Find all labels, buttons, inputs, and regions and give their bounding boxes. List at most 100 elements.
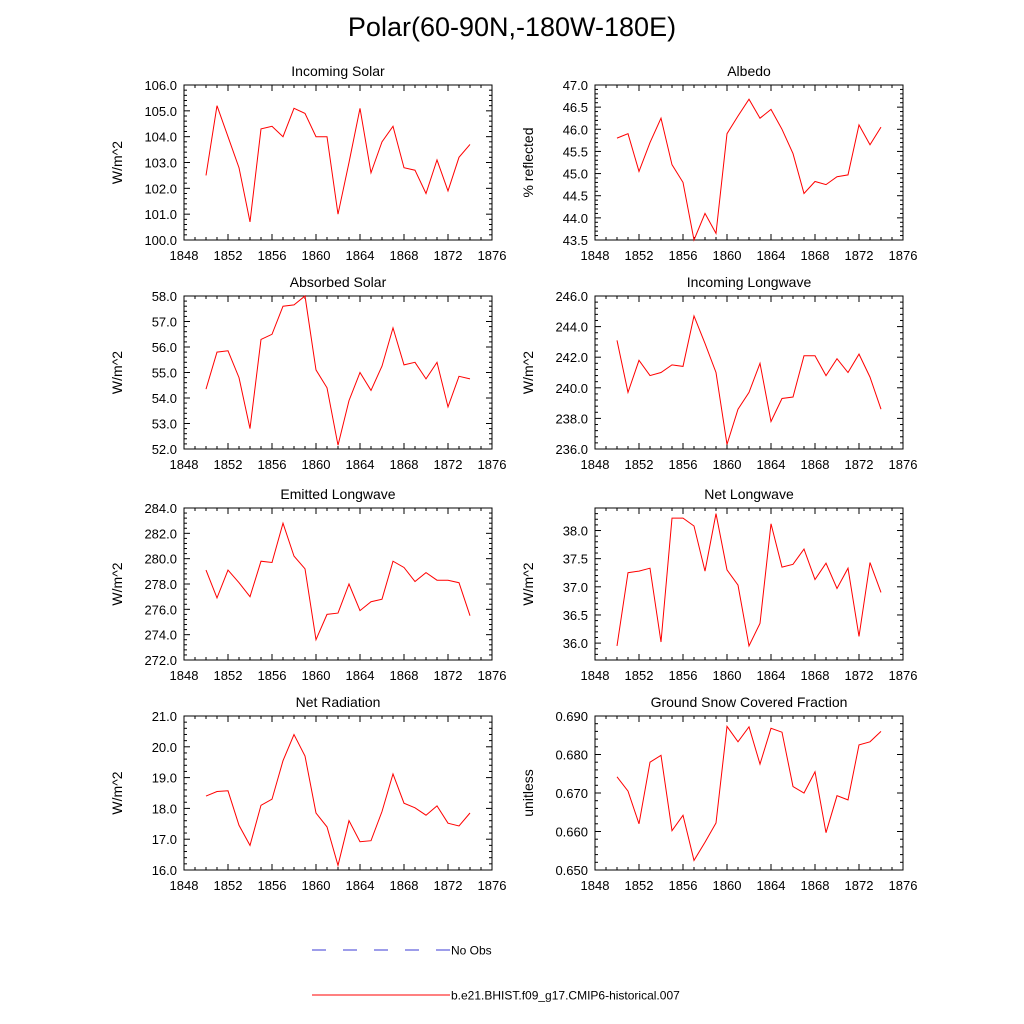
x-tick-label: 1872: [845, 878, 874, 893]
panel-3: 1848 1852 1856 1860 1864 1868 1872 1876 52.0 53.0…: [109, 274, 506, 472]
legend-model-label: b.e21.BHIST.f09_g17.CMIP6-historical.007: [451, 989, 680, 1003]
x-tick-label: 1852: [625, 668, 654, 683]
x-tick-label: 1856: [258, 878, 287, 893]
y-tick-label: 47.0: [563, 78, 588, 93]
series-line: [205, 521, 471, 642]
y-tick-label: 105.0: [144, 104, 177, 119]
y-axis-label: W/m^2: [109, 141, 125, 184]
panel-2: 1848 1852 1856 1860 1864 1868 1872 1876 43.5 44.0…: [520, 63, 917, 263]
x-tick-label: 1876: [478, 878, 507, 893]
x-tick-label: 1856: [669, 668, 698, 683]
y-axis-label: W/m^2: [109, 562, 125, 605]
y-tick-label: 54.0: [152, 391, 177, 406]
x-tick-label: 1852: [214, 457, 243, 472]
panel-title: Incoming Solar: [291, 63, 385, 79]
y-tick-label: 37.5: [563, 552, 588, 567]
x-tick-label: 1876: [478, 248, 507, 263]
y-tick-label: 101.0: [144, 207, 177, 222]
x-tick-label: 1852: [625, 248, 654, 263]
figure-title: Polar(60-90N,-180W-180E): [347, 12, 677, 42]
y-tick-label: 16.0: [152, 863, 177, 878]
x-tick-label: 1852: [625, 457, 654, 472]
x-tick-label: 1864: [346, 457, 375, 472]
series-line: [616, 513, 882, 648]
y-tick-label: 43.5: [563, 233, 588, 248]
x-tick-label: 1852: [625, 878, 654, 893]
x-tick-label: 1876: [478, 668, 507, 683]
x-tick-label: 1848: [581, 457, 610, 472]
y-tick-label: 58.0: [152, 289, 177, 304]
panel-title: Ground Snow Covered Fraction: [651, 694, 848, 710]
x-tick-label: 1872: [845, 457, 874, 472]
panel-6: 1848 1852 1856 1860 1864 1868 1872 1876 36.0 36.5…: [520, 486, 917, 683]
x-tick-label: 1848: [581, 878, 610, 893]
x-tick-label: 1856: [258, 248, 287, 263]
y-tick-label: 276.0: [144, 602, 177, 617]
x-tick-label: 1876: [889, 878, 918, 893]
y-tick-label: 0.690: [555, 709, 588, 724]
y-tick-label: 36.0: [563, 636, 588, 651]
x-tick-label: 1868: [390, 878, 419, 893]
x-tick-label: 1848: [170, 878, 199, 893]
series-line: [616, 725, 882, 862]
y-tick-label: 106.0: [144, 78, 177, 93]
series-line: [205, 105, 471, 222]
y-axis-label: W/m^2: [520, 351, 536, 394]
x-tick-label: 1856: [258, 668, 287, 683]
y-tick-label: 104.0: [144, 130, 177, 145]
panel-1: 1848 1852 1856 1860 1864 1868 1872 1876 100.0 101…: [109, 63, 506, 263]
x-tick-label: 1872: [845, 248, 874, 263]
y-axis-label: W/m^2: [109, 771, 125, 814]
x-tick-label: 1860: [713, 878, 742, 893]
panel-8: 1848 1852 1856 1860 1864 1868 1872 1876 0.650 0.6…: [520, 694, 917, 893]
panel-title: Net Longwave: [704, 486, 794, 502]
plot-frame: [183, 84, 493, 241]
x-tick-label: 1860: [302, 248, 331, 263]
y-tick-label: 242.0: [555, 350, 588, 365]
series-line: [616, 98, 882, 242]
x-tick-label: 1864: [346, 248, 375, 263]
x-tick-label: 1860: [302, 457, 331, 472]
x-tick-label: 1876: [889, 668, 918, 683]
x-tick-label: 1848: [170, 668, 199, 683]
y-tick-label: 100.0: [144, 233, 177, 248]
x-tick-label: 1864: [757, 457, 786, 472]
x-tick-label: 1876: [889, 457, 918, 472]
y-axis-label: W/m^2: [520, 562, 536, 605]
panel-5: 1848 1852 1856 1860 1864 1868 1872 1876 272.0 274…: [109, 486, 506, 683]
plot-frame: [183, 507, 493, 661]
x-tick-label: 1876: [478, 457, 507, 472]
y-tick-label: 46.0: [563, 122, 588, 137]
x-tick-label: 1868: [390, 457, 419, 472]
panel-4: 1848 1852 1856 1860 1864 1868 1872 1876 236.0 238…: [520, 274, 917, 472]
x-tick-label: 1864: [757, 668, 786, 683]
panel-title: Net Radiation: [296, 694, 381, 710]
x-tick-label: 1848: [170, 457, 199, 472]
y-tick-label: 282.0: [144, 526, 177, 541]
y-tick-label: 0.670: [555, 786, 588, 801]
y-axis-label: % reflected: [520, 127, 536, 197]
y-tick-label: 45.0: [563, 167, 588, 182]
y-tick-label: 102.0: [144, 181, 177, 196]
y-tick-label: 45.5: [563, 144, 588, 159]
x-tick-label: 1856: [669, 878, 698, 893]
x-tick-label: 1856: [258, 457, 287, 472]
x-tick-label: 1852: [214, 878, 243, 893]
x-tick-label: 1860: [302, 878, 331, 893]
x-tick-label: 1872: [434, 668, 463, 683]
y-tick-label: 236.0: [555, 442, 588, 457]
y-tick-label: 52.0: [152, 442, 177, 457]
y-tick-label: 0.660: [555, 825, 588, 840]
x-tick-label: 1864: [757, 878, 786, 893]
plot-frame: [594, 84, 904, 241]
x-tick-label: 1872: [845, 668, 874, 683]
y-tick-label: 20.0: [152, 740, 177, 755]
x-tick-label: 1868: [801, 878, 830, 893]
series-line: [205, 733, 471, 868]
x-tick-label: 1864: [757, 248, 786, 263]
x-tick-label: 1868: [801, 457, 830, 472]
x-tick-label: 1860: [302, 668, 331, 683]
x-tick-label: 1856: [669, 248, 698, 263]
x-tick-label: 1848: [581, 248, 610, 263]
y-tick-label: 19.0: [152, 771, 177, 786]
